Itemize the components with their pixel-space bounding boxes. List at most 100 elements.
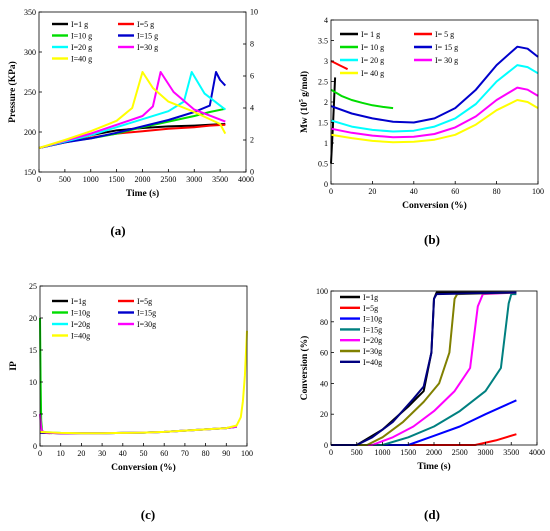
y-tick-label: 3 <box>324 57 328 66</box>
legend-label: I=20 g <box>71 43 92 52</box>
x-tick-label: 30 <box>98 449 106 458</box>
y-tick-label: 1 <box>324 139 328 148</box>
x-tick-label: 500 <box>59 175 71 184</box>
legend-label: I= 20 g <box>361 56 384 65</box>
x-tick-label: 0 <box>329 448 333 457</box>
chart-panel-1: 0 500 1000 1500 2000 2500 3000 3500 400015020025… <box>7 8 258 239</box>
y-tick-label: 80 <box>320 318 328 327</box>
y-tick-label: 1.5 <box>318 119 328 128</box>
series-line <box>38 71 226 149</box>
y2-tick-label: 0 <box>250 168 254 177</box>
y-tick-label: 2 <box>324 98 328 107</box>
y-tick-label: 5 <box>33 410 37 419</box>
series-line <box>331 291 517 446</box>
legend-label: I=40g <box>71 332 90 341</box>
y-tick-label: 0 <box>324 441 328 450</box>
y-axis-label: Mw (105 g/mol) <box>299 71 310 133</box>
series-line <box>331 293 517 446</box>
legend: I= 1 g I= 5 g I= 10 g I= 15 g I= 20 g I= 30 g… <box>340 30 458 78</box>
legend-label: I=20g <box>71 320 90 329</box>
x-tick-label: 100 <box>532 187 544 196</box>
x-axis-label: Time (s) <box>126 188 159 199</box>
y-tick-label: 0 <box>33 442 37 451</box>
series-line <box>331 291 517 446</box>
x-tick-label: 3500 <box>503 448 519 457</box>
y-tick-label: 150 <box>24 168 36 177</box>
legend-label: I= 10 g <box>361 43 384 52</box>
x-tick-label: 40 <box>410 187 418 196</box>
x-tick-label: 3000 <box>478 448 494 457</box>
legend-label: I=1g <box>71 297 86 306</box>
chart-panel-3: 0 10 20 30 40 50 60 70 80 90 100 0 5 10 15 20 25 Conversi… <box>9 282 253 522</box>
x-tick-label: 90 <box>222 449 230 458</box>
legend-label: I=10g <box>363 315 382 324</box>
chart-panel-2: 0 20 40 60 80 100 0 0.5 1 1.5 2 2.5 3 3.5 4 Conversion … <box>299 16 544 247</box>
series-line <box>330 88 394 110</box>
x-tick-label: 4000 <box>529 448 545 457</box>
legend-label: I=15g <box>363 325 382 334</box>
x-tick-label: 1000 <box>375 448 391 457</box>
x-tick-label: 3500 <box>212 175 228 184</box>
legend-label: I= 1 g <box>361 30 380 39</box>
x-tick-label: 100 <box>241 449 253 458</box>
legend-label: I=30g <box>363 347 382 356</box>
legend-label: I= 30 g <box>435 56 458 65</box>
x-tick-label: 2500 <box>160 175 176 184</box>
y-axis-label: Conversion (%) <box>299 336 310 401</box>
series-line <box>38 71 227 149</box>
y-tick-label: 25 <box>29 282 37 291</box>
legend-label: I= 40 g <box>361 69 384 78</box>
x-tick-label: 1500 <box>109 175 125 184</box>
y2-tick-label: 6 <box>250 72 254 81</box>
series-line <box>330 45 539 124</box>
legend-label: I=10 g <box>71 32 92 41</box>
x-tick-label: 2500 <box>452 448 468 457</box>
y-tick-label: 60 <box>320 349 328 358</box>
y-tick-label: 300 <box>24 48 36 57</box>
x-tick-label: 20 <box>368 187 376 196</box>
series-line <box>39 317 53 435</box>
x-tick-label: 2000 <box>135 175 151 184</box>
x-tick-label: 40 <box>119 449 127 458</box>
legend-label: I= 15 g <box>435 43 458 52</box>
y-tick-label: 100 <box>316 287 328 296</box>
series-line <box>331 399 517 446</box>
y2-tick-label: 4 <box>250 104 254 113</box>
y-tick-label: 15 <box>29 346 37 355</box>
series-line <box>39 330 248 435</box>
series-line <box>330 86 539 139</box>
x-tick-label: 3000 <box>186 175 202 184</box>
x-axis-label: Conversion (%) <box>402 200 467 211</box>
x-tick-label: 4000 <box>238 175 254 184</box>
x-tick-label: 80 <box>202 449 210 458</box>
legend-label: I=40 g <box>71 55 92 64</box>
legend: I=1 g I=5 g I=10 g I=15 g I=20 g I=30 g I=40 g <box>52 20 158 64</box>
y-tick-label: 2.5 <box>318 78 328 87</box>
legend-label: I=15g <box>137 309 156 318</box>
x-tick-label: 0 <box>37 175 41 184</box>
panel-label: (c) <box>141 507 155 522</box>
y-tick-label: 20 <box>29 314 37 323</box>
y-tick-label: 20 <box>320 410 328 419</box>
x-tick-label: 70 <box>181 449 189 458</box>
x-tick-label: 20 <box>77 449 85 458</box>
legend-label: I=30 g <box>137 43 158 52</box>
x-tick-label: 60 <box>451 187 459 196</box>
x-tick-label: 1000 <box>83 175 99 184</box>
x-tick-label: 10 <box>57 449 65 458</box>
legend-label: I=30g <box>137 320 156 329</box>
y2-tick-label: 2 <box>250 136 254 145</box>
y-tick-label: 200 <box>24 128 36 137</box>
series-line <box>330 99 539 144</box>
y-tick-label: 40 <box>320 379 328 388</box>
legend-label: I=5g <box>363 304 378 313</box>
series-line <box>38 71 226 149</box>
legend-label: I=1g <box>363 293 378 302</box>
x-tick-label: 60 <box>160 449 168 458</box>
y2-tick-label: 10 <box>250 8 258 17</box>
y-tick-label: 0.5 <box>318 160 328 169</box>
x-tick-label: 50 <box>140 449 148 458</box>
